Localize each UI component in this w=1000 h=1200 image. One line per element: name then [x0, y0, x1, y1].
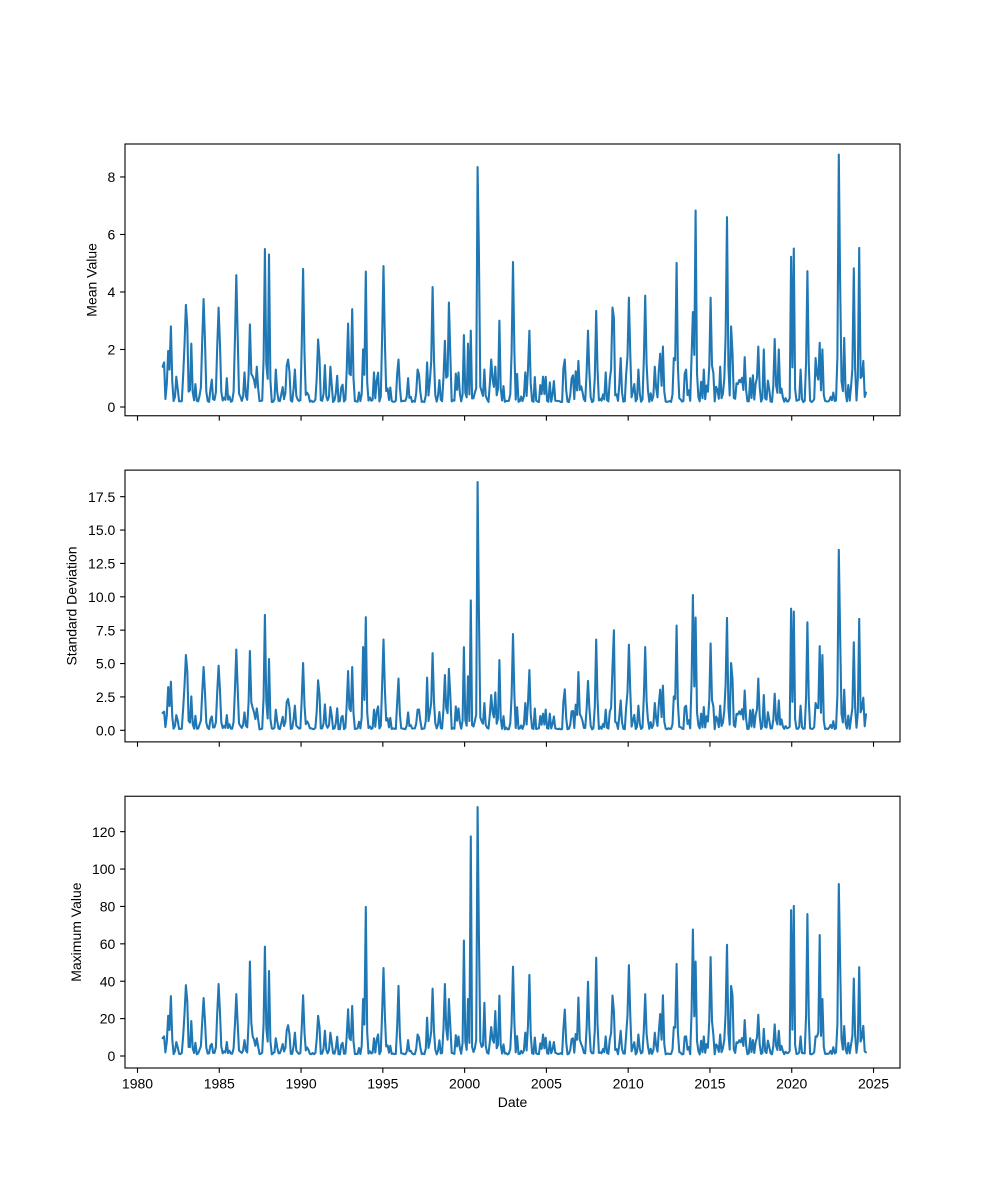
svg-text:12.5: 12.5	[88, 556, 115, 572]
svg-text:6: 6	[108, 227, 116, 243]
svg-text:Date: Date	[498, 1094, 528, 1110]
svg-text:2025: 2025	[858, 1075, 889, 1091]
svg-text:17.5: 17.5	[88, 489, 115, 505]
svg-text:40: 40	[100, 973, 116, 989]
svg-text:Mean Value: Mean Value	[83, 243, 99, 317]
svg-text:2015: 2015	[694, 1075, 725, 1091]
svg-text:60: 60	[100, 936, 116, 952]
svg-text:20: 20	[100, 1011, 116, 1027]
svg-text:2: 2	[108, 342, 116, 358]
svg-text:0.0: 0.0	[96, 722, 116, 738]
svg-text:2020: 2020	[776, 1075, 807, 1091]
svg-text:2010: 2010	[613, 1075, 644, 1091]
svg-text:1985: 1985	[204, 1075, 235, 1091]
svg-text:0: 0	[108, 1048, 116, 1064]
svg-text:0: 0	[108, 399, 116, 415]
svg-text:100: 100	[92, 861, 116, 877]
svg-text:5.0: 5.0	[96, 656, 116, 672]
svg-text:1995: 1995	[367, 1075, 398, 1091]
svg-text:8: 8	[108, 169, 116, 185]
svg-text:Standard Deviation: Standard Deviation	[63, 546, 79, 665]
svg-text:1990: 1990	[285, 1075, 316, 1091]
svg-text:7.5: 7.5	[96, 622, 116, 638]
svg-text:120: 120	[92, 824, 116, 840]
svg-text:10.0: 10.0	[88, 589, 115, 605]
svg-text:2000: 2000	[449, 1075, 480, 1091]
svg-text:2005: 2005	[531, 1075, 562, 1091]
svg-text:80: 80	[100, 899, 116, 915]
svg-text:15.0: 15.0	[88, 522, 115, 538]
svg-text:Maximum Value: Maximum Value	[68, 882, 84, 982]
svg-text:2.5: 2.5	[96, 689, 116, 705]
svg-text:1980: 1980	[122, 1075, 153, 1091]
svg-text:4: 4	[108, 284, 116, 300]
